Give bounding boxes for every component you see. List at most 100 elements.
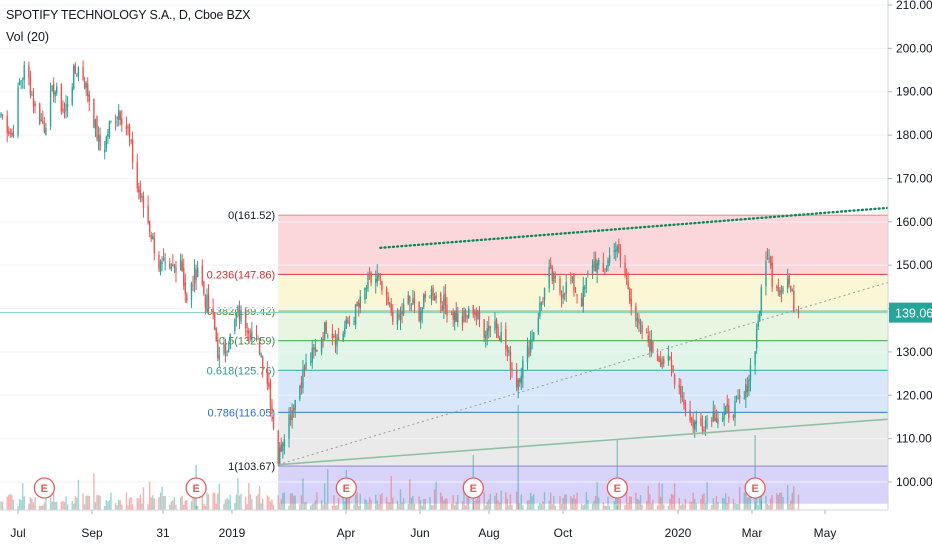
candle	[528, 340, 530, 358]
candle-body	[559, 278, 561, 293]
candle	[303, 364, 306, 377]
candle	[684, 399, 687, 417]
price-tick-label: 120.00	[896, 388, 932, 402]
candle	[226, 350, 228, 357]
candle	[486, 320, 488, 346]
candle-body	[681, 396, 684, 398]
candle-body	[760, 287, 763, 314]
candle	[423, 293, 425, 310]
candle-body	[433, 296, 436, 301]
candle	[454, 310, 456, 331]
time-axis[interactable]: Jul Sep 31 2019 Apr Jun Aug Oct 2020 Mar May	[0, 509, 932, 550]
candle	[464, 308, 467, 323]
volume-bar	[201, 492, 204, 510]
volume-bar	[375, 494, 377, 510]
candle	[615, 241, 617, 261]
volume-bar	[748, 497, 750, 510]
candle-body	[625, 277, 628, 280]
candle-body	[128, 126, 131, 138]
candle	[130, 138, 132, 145]
candle	[348, 315, 351, 327]
candle-body	[446, 304, 448, 316]
candle	[152, 233, 154, 240]
volume-bar	[745, 492, 747, 510]
candle	[368, 267, 371, 281]
earnings-marker[interactable]: E	[335, 477, 357, 499]
candle	[316, 349, 318, 353]
earnings-marker[interactable]: E	[462, 477, 484, 499]
trendline-diagonal[interactable]	[278, 215, 932, 466]
candle	[114, 114, 117, 131]
volume-bar	[474, 500, 476, 510]
candle	[40, 112, 42, 122]
volume-bar	[269, 501, 272, 510]
volume-indicator-label[interactable]: Vol (20)	[6, 30, 50, 44]
volume-spike	[754, 435, 756, 510]
volume-bar	[302, 478, 304, 510]
candle	[323, 321, 326, 340]
candle-body	[158, 255, 160, 270]
candle-body	[500, 332, 502, 342]
earnings-marker[interactable]: E	[185, 477, 207, 499]
candle-body	[656, 353, 659, 361]
candle-body	[248, 330, 250, 334]
volume-bar	[348, 492, 351, 510]
trendline-support[interactable]	[278, 400, 932, 466]
volume-bar	[175, 504, 177, 510]
candle	[147, 195, 149, 225]
candle-body	[224, 344, 227, 354]
candle	[310, 352, 312, 366]
earnings-marker[interactable]: E	[33, 477, 56, 499]
candle-body	[356, 302, 358, 307]
candle-body	[336, 335, 338, 347]
volume-bar	[498, 502, 501, 510]
volume-bar	[99, 495, 101, 510]
fibonacci-retracement[interactable]: 0(161.52)0.236(147.86)0.382(139.42)0.5(1…	[207, 210, 932, 504]
candle-body	[409, 296, 411, 302]
price-axis[interactable]: 210.00 200.00 190.00 180.00 170.00 160.00 150.…	[887, 0, 932, 550]
candle	[757, 314, 759, 330]
candle-body	[410, 304, 413, 306]
candle-body	[161, 261, 163, 264]
candle	[280, 437, 282, 452]
candle	[29, 70, 32, 99]
trendlines[interactable]	[278, 187, 932, 466]
volume-bar	[227, 499, 230, 510]
volume-bar	[251, 499, 253, 510]
volume-bar	[641, 504, 643, 510]
candle	[28, 61, 30, 86]
volume-bar	[108, 500, 111, 510]
candle-body	[29, 76, 32, 96]
candle	[526, 337, 529, 370]
volume-bar	[407, 503, 409, 510]
volume-bar	[138, 498, 140, 510]
candle	[65, 95, 67, 119]
last-price-badge[interactable]: 139.06	[889, 302, 932, 323]
candle-body	[223, 344, 225, 354]
volume-bar	[244, 496, 247, 510]
volume-bar	[74, 496, 77, 510]
volume-bar	[694, 498, 696, 510]
volume-bar	[497, 500, 499, 510]
volume-bar	[104, 505, 106, 510]
earnings-marker[interactable]: E	[606, 477, 628, 499]
trendline-resistance[interactable]	[379, 187, 932, 250]
candle	[413, 291, 416, 313]
volume-bar	[213, 492, 216, 510]
volume-bar	[678, 498, 680, 510]
candle	[554, 271, 557, 283]
candle	[93, 98, 95, 129]
candle	[313, 344, 315, 359]
candle-body	[282, 443, 284, 452]
volume-bar	[432, 505, 434, 510]
volume-bar	[283, 492, 286, 510]
earnings-marker[interactable]: E	[744, 477, 766, 499]
candle-body	[505, 329, 507, 349]
candle-body	[97, 134, 100, 142]
volume-bar	[20, 499, 22, 510]
candle	[402, 298, 405, 317]
candle	[117, 103, 120, 127]
candle-body	[652, 341, 654, 352]
volume-bar	[223, 503, 225, 510]
